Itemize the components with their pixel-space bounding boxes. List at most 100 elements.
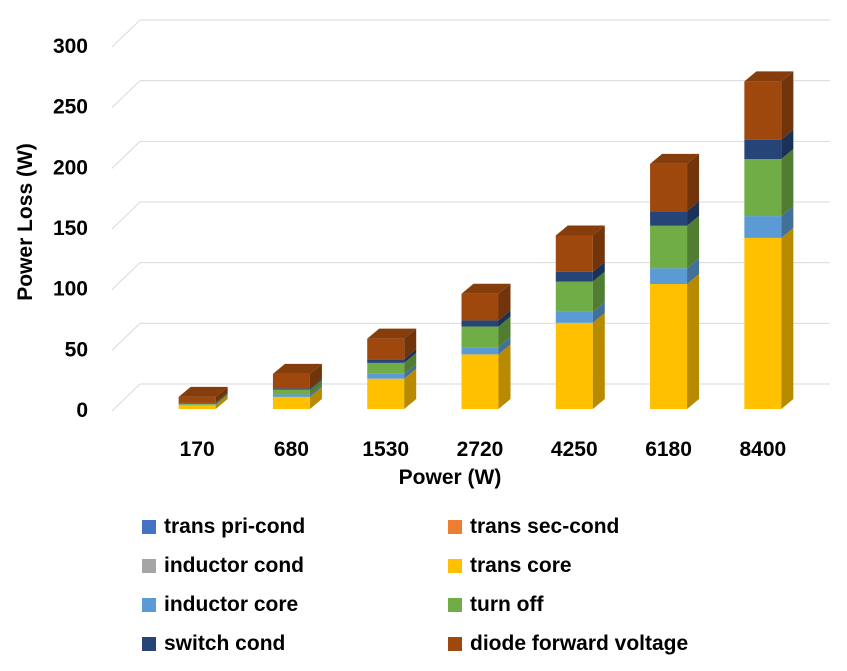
bar-top bbox=[744, 71, 794, 82]
legend-swatch bbox=[142, 558, 156, 573]
bar-side bbox=[498, 337, 511, 355]
bar-front bbox=[272, 373, 310, 389]
x-axis-title: Power (W) bbox=[399, 466, 502, 489]
bar-side bbox=[215, 386, 228, 403]
bar-side bbox=[687, 215, 700, 269]
bar-front bbox=[367, 338, 405, 360]
bar-front bbox=[555, 281, 593, 312]
bar-front bbox=[461, 326, 499, 348]
gridlines bbox=[111, 19, 830, 412]
bar-top bbox=[650, 153, 700, 164]
bar-side bbox=[215, 395, 228, 409]
bar-side bbox=[781, 149, 794, 217]
bar-side bbox=[687, 201, 700, 226]
gridline-depth bbox=[111, 140, 141, 169]
bar-side bbox=[687, 258, 700, 285]
legend-label: trans sec-cond bbox=[470, 514, 620, 538]
legend-label: inductor cond bbox=[164, 553, 304, 577]
legend-label: switch cond bbox=[164, 631, 286, 655]
bar-segment bbox=[744, 129, 794, 160]
bar-segment bbox=[555, 271, 605, 312]
bar-side bbox=[309, 386, 322, 409]
bar-side bbox=[215, 393, 228, 405]
bar-front bbox=[744, 237, 782, 409]
bar-front bbox=[744, 139, 782, 160]
bar-front bbox=[272, 389, 310, 395]
bar-segment bbox=[555, 261, 605, 282]
bar-segment bbox=[650, 201, 700, 226]
bar-segment bbox=[461, 310, 511, 327]
bar-segment bbox=[367, 349, 417, 363]
bar-segment bbox=[272, 386, 322, 409]
bar-side bbox=[309, 378, 322, 390]
bar-side bbox=[498, 316, 511, 348]
gridline-depth bbox=[111, 262, 141, 291]
legend-item: trans pri-cond bbox=[142, 514, 448, 539]
legend-item: turn off bbox=[448, 592, 748, 617]
bar-side bbox=[404, 352, 417, 374]
legend-swatch bbox=[448, 597, 462, 612]
bar-front bbox=[744, 216, 782, 238]
bar-side bbox=[498, 310, 511, 327]
bar-segment bbox=[367, 363, 417, 379]
bar-segment bbox=[272, 379, 322, 395]
legend-swatch bbox=[142, 519, 156, 534]
bar-side bbox=[404, 349, 417, 363]
bar-front bbox=[178, 404, 216, 406]
bar-segment bbox=[650, 215, 700, 269]
bar-side bbox=[215, 392, 228, 404]
bar-segment bbox=[367, 328, 417, 360]
bar-side bbox=[687, 153, 700, 212]
bar-segment bbox=[650, 153, 700, 212]
bar-front bbox=[555, 271, 593, 282]
bar-side bbox=[215, 394, 228, 406]
bar-segment bbox=[744, 206, 794, 238]
x-tick-label: 8400 bbox=[739, 438, 786, 461]
legend-label: inductor core bbox=[164, 592, 299, 616]
bar-side bbox=[498, 283, 511, 321]
bar-segment bbox=[461, 283, 511, 321]
y-tick-label: 100 bbox=[53, 278, 88, 301]
x-tick-label: 1530 bbox=[362, 438, 409, 461]
x-tick-label: 680 bbox=[274, 438, 309, 461]
bar-top bbox=[272, 363, 322, 374]
bar-side bbox=[592, 312, 605, 409]
bar-side bbox=[592, 301, 605, 323]
bar-front bbox=[367, 359, 405, 363]
y-tick-label: 300 bbox=[53, 35, 88, 58]
legend-item: trans core bbox=[448, 553, 748, 578]
bar-segment bbox=[461, 344, 511, 409]
legend-item: trans sec-cond bbox=[448, 514, 748, 539]
legend-swatch bbox=[142, 636, 156, 651]
bar-segment bbox=[650, 258, 700, 285]
legend-label: diode forward voltage bbox=[470, 631, 689, 655]
bar-segment bbox=[367, 352, 417, 374]
bar-front bbox=[555, 235, 593, 272]
bar-side bbox=[781, 129, 794, 160]
bar-segment bbox=[461, 316, 511, 348]
legend-item: diode forward voltage bbox=[448, 631, 748, 656]
bar-side bbox=[404, 368, 417, 409]
bar-front bbox=[650, 284, 688, 409]
bar-front bbox=[650, 225, 688, 269]
bar-segment bbox=[272, 378, 322, 390]
bar-front bbox=[461, 354, 499, 409]
bar-segment bbox=[744, 71, 794, 140]
legend-label: turn off bbox=[470, 592, 544, 616]
bar-side bbox=[592, 261, 605, 282]
bar-front bbox=[178, 402, 216, 404]
bar-front bbox=[555, 311, 593, 323]
legend-label: trans core bbox=[470, 553, 572, 577]
bar-front bbox=[272, 394, 310, 397]
bar-side bbox=[781, 71, 794, 140]
legend-label: trans pri-cond bbox=[164, 514, 306, 538]
legend-swatch bbox=[142, 597, 156, 612]
bar-front bbox=[650, 268, 688, 285]
legend-swatch bbox=[448, 636, 462, 651]
bar-segment bbox=[461, 337, 511, 355]
bar-segment bbox=[272, 363, 322, 389]
bar-front bbox=[650, 163, 688, 212]
y-axis-title: Power Loss (W) bbox=[14, 143, 37, 301]
bar-segment bbox=[744, 227, 794, 409]
bar-segment bbox=[178, 394, 228, 406]
